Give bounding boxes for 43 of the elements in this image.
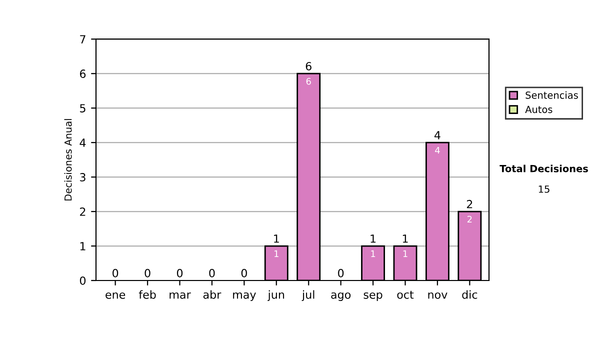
x-tick-label: abr [203, 290, 222, 299]
data-label: 1 [403, 250, 408, 258]
data-label: 6 [306, 78, 311, 85]
total-label: 4 [434, 131, 440, 140]
total-label: 6 [306, 62, 312, 70]
x-tick-label: jul [302, 290, 314, 301]
x-tick-label: ago [331, 292, 351, 301]
total-label: 1 [402, 234, 408, 243]
y-tick-label: 6 [80, 70, 86, 78]
y-tick-label: 1 [80, 242, 86, 250]
y-tick-label: 2 [80, 208, 86, 216]
y-axis-title: Decisiones Anual [64, 119, 72, 200]
x-tick-label: ene [106, 292, 126, 299]
total-label: 0 [112, 268, 118, 278]
data-label: 4 [435, 146, 440, 154]
x-tick-label: oct [397, 290, 414, 299]
data-label: 2 [467, 216, 472, 223]
x-tick-label: dic [462, 290, 478, 299]
data-label: 1 [274, 250, 278, 258]
y-tick-label: 0 [80, 276, 86, 285]
y-tick-label: 3 [80, 173, 86, 182]
y-tick-label: 4 [80, 138, 86, 147]
total-label: 0 [176, 268, 183, 278]
text: 15 [538, 186, 550, 193]
text: Total Decisiones [500, 164, 588, 172]
total-label: 0 [241, 268, 247, 278]
total-label: 0 [144, 268, 150, 278]
data-label: 1 [371, 250, 376, 258]
total-label: 1 [274, 234, 279, 243]
legend-label: Autos [525, 106, 552, 114]
x-tick-label: feb [138, 290, 156, 299]
total-label: 2 [466, 200, 472, 208]
y-tick-label: 5 [80, 104, 86, 112]
x-tick-label: sep [364, 292, 382, 301]
total-label: 0 [209, 268, 215, 278]
total-label: 1 [370, 234, 376, 243]
x-tick-label: jun [268, 290, 284, 301]
x-tick-label: mar [170, 292, 191, 299]
x-tick-label: nov [428, 292, 448, 299]
y-tick-label: 7 [80, 35, 86, 44]
total-label: 0 [338, 268, 344, 278]
x-tick-label: may [233, 292, 256, 301]
legend-label: Sentencias [526, 91, 578, 99]
